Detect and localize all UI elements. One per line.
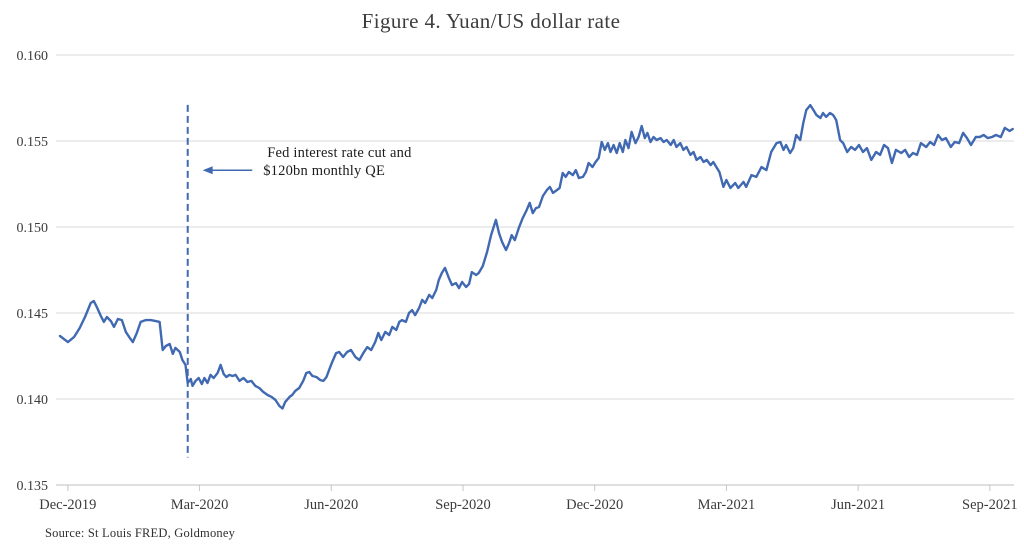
x-axis-label: Sep-2020 [435, 497, 491, 513]
x-axis-label: Dec-2019 [39, 497, 96, 513]
x-axis-label: Jun-2020 [304, 497, 358, 513]
y-axis-label: 0.135 [17, 479, 49, 494]
y-axis-label: 0.145 [17, 307, 49, 322]
annotation-line-1: Fed interest rate cut and [267, 144, 412, 161]
x-axis-label: Mar-2021 [698, 497, 756, 513]
x-axis-label: Mar-2020 [171, 497, 229, 513]
annotation-line-2: $120bn monthly QE [263, 162, 386, 179]
x-axis-label: Jun-2021 [831, 497, 885, 513]
arrow-head-icon [202, 166, 213, 175]
x-axis-label: Sep-2021 [962, 497, 1018, 513]
y-axis-label: 0.150 [17, 221, 49, 236]
x-axis-label: Dec-2020 [566, 497, 623, 513]
series-line-yuan-usd [58, 103, 1014, 410]
event-annotation: Fed interest rate cut and $120bn monthly… [263, 144, 411, 180]
y-axis-label: 0.140 [17, 393, 49, 408]
chart-title: Figure 4. Yuan/US dollar rate [361, 9, 621, 33]
y-axis-label: 0.160 [17, 49, 49, 64]
source-note: Source: St Louis FRED, Goldmoney [45, 526, 236, 540]
y-axis-label: 0.155 [17, 135, 49, 150]
